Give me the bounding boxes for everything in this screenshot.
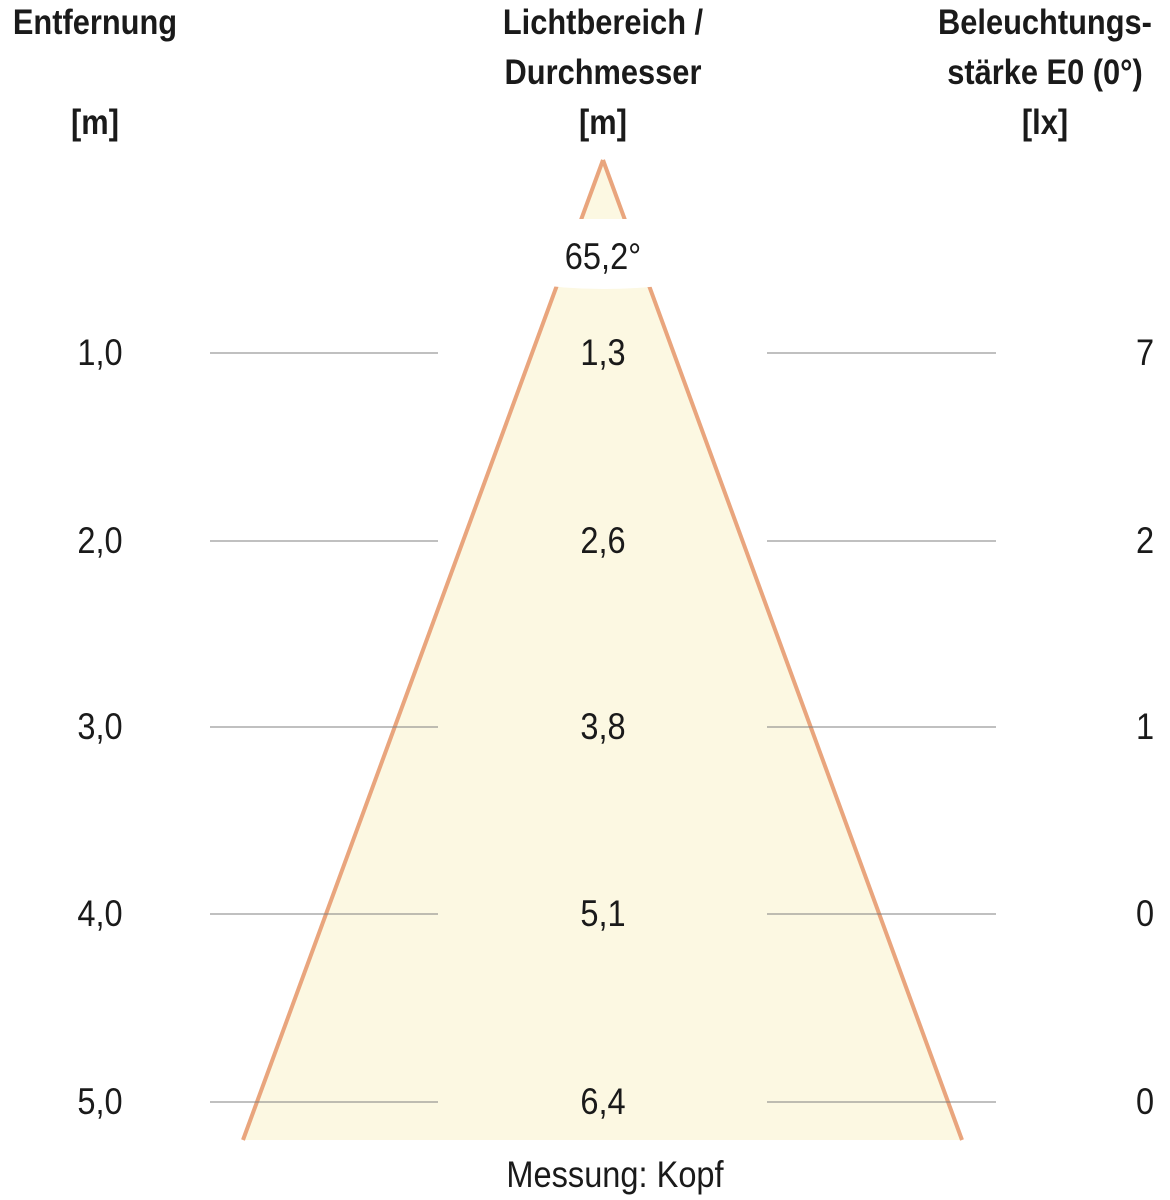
header-diameter-line1: Lichtbereich / — [502, 3, 704, 42]
row-distance-value: 1,0 — [77, 332, 123, 373]
header-distance-line1: Entfernung — [12, 3, 178, 42]
header-diameter: Lichtbereich / Durchmesser [m] — [471, 0, 735, 148]
row-illuminance-value: 0 — [1135, 1081, 1155, 1122]
light-cone — [243, 160, 962, 1140]
header-illuminance-unit: [lx] — [1021, 103, 1069, 142]
footer-measurement: Messung: Kopf — [506, 1154, 724, 1195]
cone-edge-right — [601, 159, 964, 1141]
header-distance: Entfernung [m] — [3, 0, 188, 148]
beam-angle-label: 65,2° — [564, 236, 642, 277]
header-illuminance-line1: Beleuchtungs- — [938, 3, 1152, 42]
row-distance-value: 4,0 — [77, 893, 123, 934]
cone-edge-left — [241, 159, 605, 1141]
row-diameter-value: 5,1 — [580, 893, 626, 934]
row-diameter-value: 6,4 — [580, 1081, 626, 1122]
header-diameter-unit: [m] — [579, 103, 627, 142]
row-illuminance-value: 0 — [1135, 893, 1155, 934]
row-distance-value: 2,0 — [77, 520, 123, 561]
header-illuminance: Beleuchtungs- stärke E0 (0°) [lx] — [913, 0, 1170, 148]
angle-label-cutout — [520, 219, 690, 289]
row-distance-value: 5,0 — [77, 1081, 123, 1122]
header-diameter-line2: Durchmesser — [504, 53, 702, 92]
header-illuminance-line2: stärke E0 (0°) — [947, 53, 1143, 92]
row-illuminance-value: 2 — [1135, 520, 1155, 561]
row-distance-value: 3,0 — [77, 706, 123, 747]
row-illuminance-value: 1 — [1135, 706, 1155, 747]
header-distance-line2 — [3, 48, 188, 98]
row-diameter-value: 1,3 — [580, 332, 626, 373]
row-diameter-value: 2,6 — [580, 520, 626, 561]
header-distance-unit: [m] — [71, 103, 119, 142]
row-illuminance-value: 7 — [1135, 332, 1155, 373]
row-diameter-value: 3,8 — [580, 706, 626, 747]
